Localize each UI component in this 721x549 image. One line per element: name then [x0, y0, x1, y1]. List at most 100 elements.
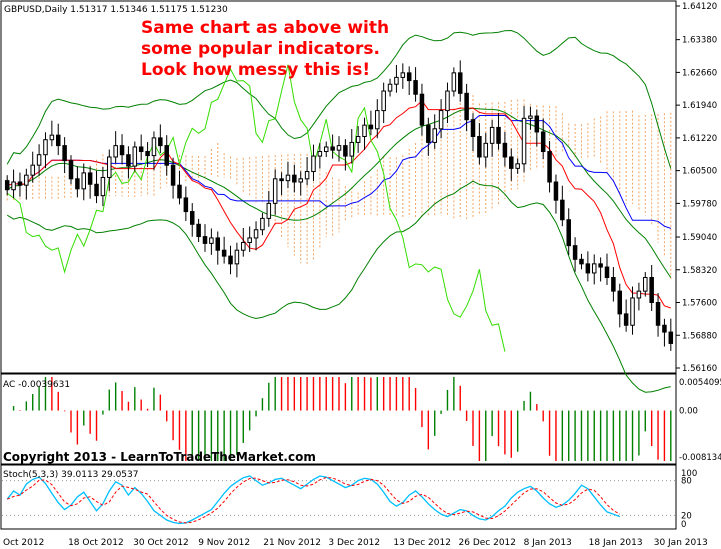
candle-bear [4, 180, 10, 191]
y-tick-label: 1.57600 [682, 299, 717, 309]
candle-bull [132, 146, 138, 167]
y-tick-label: 1.58320 [682, 266, 717, 276]
candle-bear [553, 181, 559, 201]
candle-bear [228, 255, 233, 265]
candle-bull [591, 263, 597, 274]
candle-bull [336, 145, 342, 151]
candle-bear [566, 219, 571, 247]
candle-bull [521, 117, 527, 165]
candle-bear [87, 172, 93, 185]
candle-bull [362, 124, 367, 138]
x-tick-label: 13 Dec 2012 [393, 538, 451, 548]
candle-bull [400, 72, 406, 78]
candle-bear [457, 72, 463, 94]
candle-bull [394, 76, 399, 85]
tenkan-line [7, 100, 671, 309]
candle-bull [107, 156, 112, 178]
x-tick-label: 30 Jan 2013 [654, 538, 708, 548]
candle-bear [419, 93, 425, 126]
candle-bull [630, 297, 635, 326]
x-tick-label: 8 Jan 2013 [524, 538, 572, 548]
candle-bull [387, 83, 393, 92]
candle-bull [349, 141, 355, 157]
candle-bear [343, 145, 348, 157]
x-axis-labels: Oct 2012 18 Oct 2012 30 Oct 2012 9 Nov 2012… [3, 538, 708, 548]
candle-bull [36, 154, 42, 166]
candle-bear [292, 174, 297, 183]
candle-bull [483, 142, 489, 158]
candle-bull [241, 241, 246, 251]
y-axis-labels: 1.64120 1.63380 1.62660 1.61940 1.61220 1.605… [676, 2, 721, 530]
annotation-line-1: Same chart as above with [141, 18, 389, 38]
bollinger-upper-line [6, 29, 672, 169]
candle-bull [43, 139, 48, 156]
y-tick-label: 1.62660 [682, 68, 717, 78]
candle-bull [323, 146, 329, 153]
annotation-line-2: some popular indicators. [141, 39, 380, 59]
x-tick-label: 3 Dec 2012 [328, 538, 380, 548]
candle-bear [75, 178, 80, 190]
bollinger-lower-line [6, 180, 671, 393]
candle-bear [330, 146, 335, 151]
candle-bull [209, 237, 214, 244]
candle-bear [138, 146, 144, 153]
candle-bear [170, 164, 176, 186]
candle-bull [100, 176, 106, 197]
candle-bear [68, 160, 74, 180]
symbol-header: GBPUSD,Daily 1.51317 1.51346 1.51175 1.5… [4, 5, 228, 15]
candle-bear [649, 277, 654, 304]
candle-bear [119, 145, 125, 156]
y-tick-label: 1.60500 [682, 167, 717, 177]
candle-bear [572, 245, 578, 260]
ac-tick-label: -0.0081347 [679, 453, 721, 463]
x-tick-label: 9 Nov 2012 [198, 538, 250, 548]
annotation-line-3: Look how messy this is! [141, 60, 370, 80]
candle-bull [266, 202, 272, 219]
candle-bull [528, 115, 533, 119]
candle-bear [368, 124, 374, 130]
candle-bear [55, 134, 61, 147]
ac-label: AC -0.0039631 [3, 380, 70, 390]
candle-bull [49, 134, 55, 141]
candle-bull [643, 277, 648, 292]
candle-bear [655, 302, 661, 326]
candle-bear [547, 151, 552, 183]
candle-bear [560, 199, 565, 221]
main-panel-frame [0, 0, 677, 374]
candle-bear [145, 151, 150, 157]
x-tick-label: Oct 2012 [3, 538, 44, 548]
stoch-tick-label: 80 [681, 477, 692, 487]
candle-bear [164, 145, 169, 166]
candle-bull [311, 155, 316, 173]
candle-bear [126, 154, 131, 167]
x-tick-label: 30 Oct 2012 [133, 538, 189, 548]
stoch-tick-label: 20 [681, 511, 692, 521]
y-tick-label: 1.63380 [682, 36, 717, 46]
candle-bull [30, 164, 35, 176]
candle-bear [406, 72, 412, 82]
stoch-tick-label: 0 [681, 520, 686, 530]
candle-bull [260, 217, 265, 231]
x-tick-label: 26 Dec 2012 [459, 538, 517, 548]
candle-bear [611, 277, 616, 292]
candles [4, 60, 674, 351]
candle-bear [662, 324, 667, 333]
candle-bear [623, 313, 629, 326]
candle-bull [355, 136, 361, 143]
candle-bear [534, 115, 540, 133]
candle-bear [177, 184, 182, 199]
ac-tick-label: 0.00 [679, 407, 698, 417]
candle-bull [81, 172, 87, 190]
candle-bull [515, 163, 520, 169]
candle-bear [215, 237, 221, 251]
candle-bear [579, 258, 584, 265]
candle-bull [151, 137, 157, 157]
candle-bear [279, 178, 284, 182]
candle-bear [464, 92, 469, 121]
candle-bear [540, 131, 546, 153]
stoch-panel-frame [0, 464, 677, 530]
candle-bull [445, 90, 450, 112]
candle-bear [17, 181, 23, 186]
candle-bull [438, 110, 444, 130]
candle-bull [113, 145, 118, 158]
